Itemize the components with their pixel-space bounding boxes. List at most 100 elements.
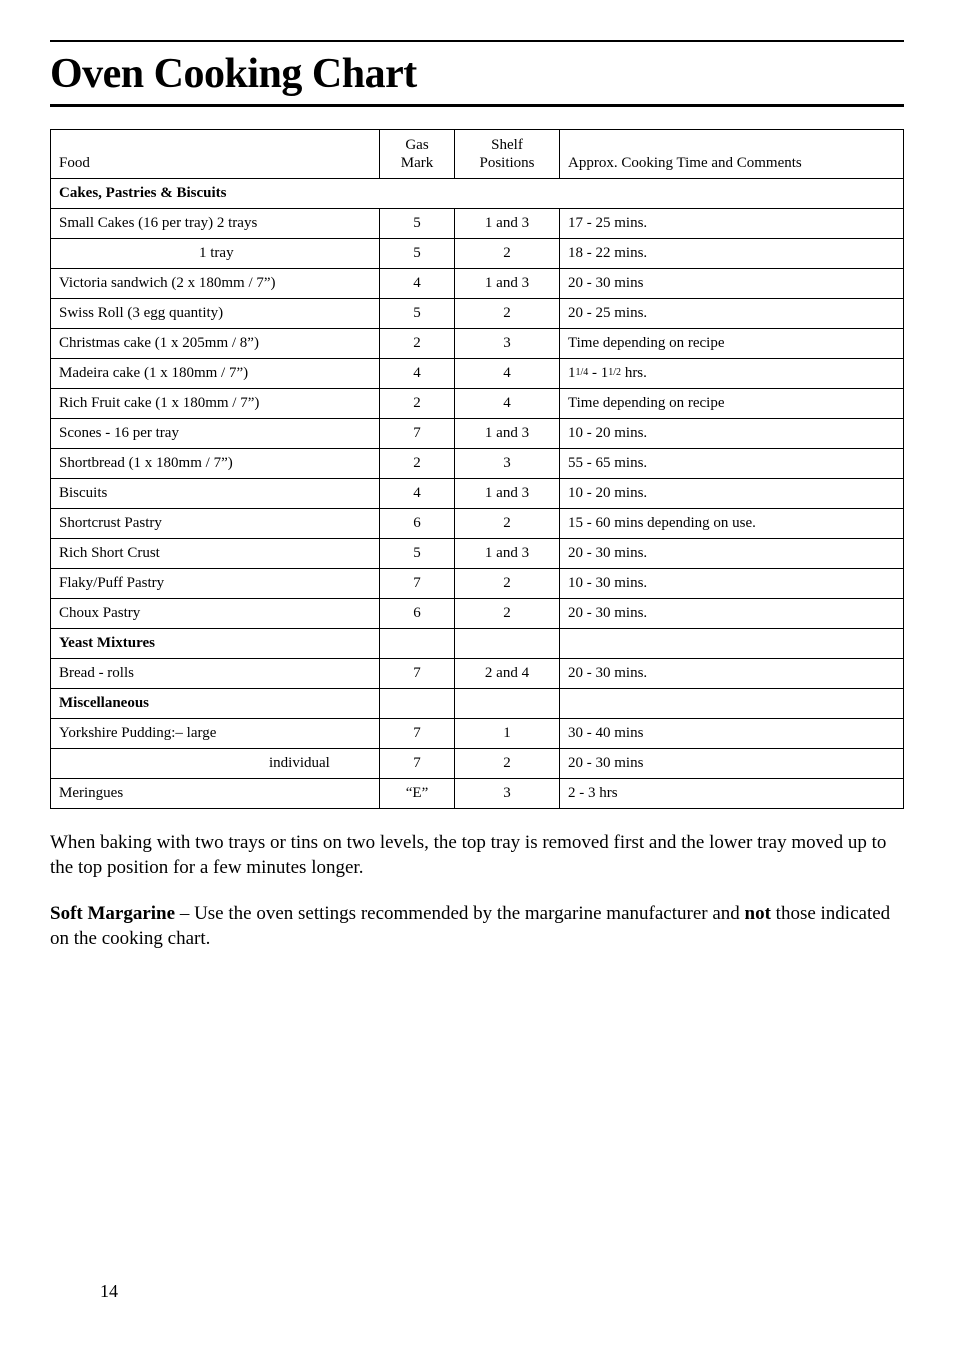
gas-cell: 6 <box>380 509 455 539</box>
shelf-cell: 2 <box>455 569 560 599</box>
section-misc: Miscellaneous <box>51 689 904 719</box>
gas-cell: 7 <box>380 719 455 749</box>
comments-cell: 10 - 20 mins. <box>560 419 904 449</box>
header-gas: Gas Mark <box>380 130 455 179</box>
food-cell: Small Cakes (16 per tray) 2 trays <box>51 209 380 239</box>
table-row: Flaky/Puff Pastry 7 2 10 - 30 mins. <box>51 569 904 599</box>
empty-cell <box>560 629 904 659</box>
food-cell: Yorkshire Pudding:– large <box>51 719 380 749</box>
shelf-cell: 2 and 4 <box>455 659 560 689</box>
not-emphasis: not <box>745 903 771 924</box>
comments-cell: 18 - 22 mins. <box>560 239 904 269</box>
table-row: Madeira cake (1 x 180mm / 7”) 4 4 11/4 -… <box>51 359 904 389</box>
gas-cell: 2 <box>380 329 455 359</box>
food-cell: Bread - rolls <box>51 659 380 689</box>
comments-cell: 20 - 30 mins. <box>560 539 904 569</box>
header-shelf: Shelf Positions <box>455 130 560 179</box>
comments-cell: 2 - 3 hrs <box>560 779 904 809</box>
empty-cell <box>560 689 904 719</box>
shelf-cell: 1 and 3 <box>455 269 560 299</box>
shelf-cell: 3 <box>455 329 560 359</box>
shelf-cell: 1 <box>455 719 560 749</box>
gas-cell: 2 <box>380 389 455 419</box>
comments-cell: 20 - 30 mins <box>560 269 904 299</box>
section-yeast-label: Yeast Mixtures <box>51 629 380 659</box>
shelf-cell: 1 and 3 <box>455 209 560 239</box>
gas-cell: 2 <box>380 449 455 479</box>
gas-cell: 7 <box>380 749 455 779</box>
food-cell: Rich Short Crust <box>51 539 380 569</box>
food-cell: Biscuits <box>51 479 380 509</box>
table-row: Scones - 16 per tray 7 1 and 3 10 - 20 m… <box>51 419 904 449</box>
food-cell: Madeira cake (1 x 180mm / 7”) <box>51 359 380 389</box>
gas-cell: 5 <box>380 539 455 569</box>
gas-cell: 5 <box>380 209 455 239</box>
gas-cell: 5 <box>380 239 455 269</box>
food-cell: Choux Pastry <box>51 599 380 629</box>
top-rule <box>50 40 904 42</box>
section-yeast: Yeast Mixtures <box>51 629 904 659</box>
page-number: 14 <box>100 1281 118 1302</box>
shelf-cell: 4 <box>455 359 560 389</box>
empty-cell <box>455 689 560 719</box>
section-cakes-label: Cakes, Pastries & Biscuits <box>51 179 904 209</box>
gas-cell: 6 <box>380 599 455 629</box>
empty-cell <box>455 629 560 659</box>
shelf-cell: 1 and 3 <box>455 479 560 509</box>
shelf-cell: 2 <box>455 509 560 539</box>
table-header-row: Food Gas Mark Shelf Positions Approx. Co… <box>51 130 904 179</box>
food-cell: Meringues <box>51 779 380 809</box>
comments-cell: 20 - 30 mins. <box>560 659 904 689</box>
food-cell: Shortcrust Pastry <box>51 509 380 539</box>
shelf-cell: 1 and 3 <box>455 539 560 569</box>
table-row: Swiss Roll (3 egg quantity) 5 2 20 - 25 … <box>51 299 904 329</box>
food-cell: Flaky/Puff Pastry <box>51 569 380 599</box>
table-row: Rich Fruit cake (1 x 180mm / 7”) 2 4 Tim… <box>51 389 904 419</box>
comments-cell: 10 - 30 mins. <box>560 569 904 599</box>
shelf-cell: 3 <box>455 449 560 479</box>
table-row: Yorkshire Pudding:– large 7 1 30 - 40 mi… <box>51 719 904 749</box>
table-row: Bread - rolls 7 2 and 4 20 - 30 mins. <box>51 659 904 689</box>
food-cell: Scones - 16 per tray <box>51 419 380 449</box>
shelf-cell: 2 <box>455 299 560 329</box>
table-row: Small Cakes (16 per tray) 2 trays 5 1 an… <box>51 209 904 239</box>
comments-cell: Time depending on recipe <box>560 389 904 419</box>
title-underline <box>50 104 904 107</box>
comments-cell: 11/4 - 11/2 hrs. <box>560 359 904 389</box>
header-food: Food <box>51 130 380 179</box>
comments-cell: 20 - 25 mins. <box>560 299 904 329</box>
shelf-cell: 1 and 3 <box>455 419 560 449</box>
table-row: 1 tray 5 2 18 - 22 mins. <box>51 239 904 269</box>
comments-cell: 10 - 20 mins. <box>560 479 904 509</box>
comments-cell: Time depending on recipe <box>560 329 904 359</box>
shelf-cell: 2 <box>455 239 560 269</box>
gas-cell: 7 <box>380 419 455 449</box>
gas-cell: 4 <box>380 359 455 389</box>
shelf-cell: 2 <box>455 749 560 779</box>
food-cell: Shortbread (1 x 180mm / 7”) <box>51 449 380 479</box>
gas-cell: “E” <box>380 779 455 809</box>
comments-cell: 20 - 30 mins. <box>560 599 904 629</box>
section-cakes: Cakes, Pastries & Biscuits <box>51 179 904 209</box>
gas-cell: 7 <box>380 659 455 689</box>
table-row: Rich Short Crust 5 1 and 3 20 - 30 mins. <box>51 539 904 569</box>
table-row: Victoria sandwich (2 x 180mm / 7”) 4 1 a… <box>51 269 904 299</box>
empty-cell <box>380 689 455 719</box>
shelf-cell: 2 <box>455 599 560 629</box>
gas-cell: 4 <box>380 479 455 509</box>
food-cell: 1 tray <box>51 239 380 269</box>
food-cell: individual <box>51 749 380 779</box>
shelf-cell: 4 <box>455 389 560 419</box>
food-cell: Swiss Roll (3 egg quantity) <box>51 299 380 329</box>
table-row: individual 7 2 20 - 30 mins <box>51 749 904 779</box>
table-row: Shortcrust Pastry 6 2 15 - 60 mins depen… <box>51 509 904 539</box>
note-soft-margarine: Soft Margarine – Use the oven settings r… <box>50 902 904 951</box>
comments-cell: 55 - 65 mins. <box>560 449 904 479</box>
table-row: Shortbread (1 x 180mm / 7”) 2 3 55 - 65 … <box>51 449 904 479</box>
gas-cell: 7 <box>380 569 455 599</box>
cooking-chart-table: Food Gas Mark Shelf Positions Approx. Co… <box>50 129 904 809</box>
header-comments: Approx. Cooking Time and Comments <box>560 130 904 179</box>
section-misc-label: Miscellaneous <box>51 689 380 719</box>
food-cell: Rich Fruit cake (1 x 180mm / 7”) <box>51 389 380 419</box>
shelf-cell: 3 <box>455 779 560 809</box>
